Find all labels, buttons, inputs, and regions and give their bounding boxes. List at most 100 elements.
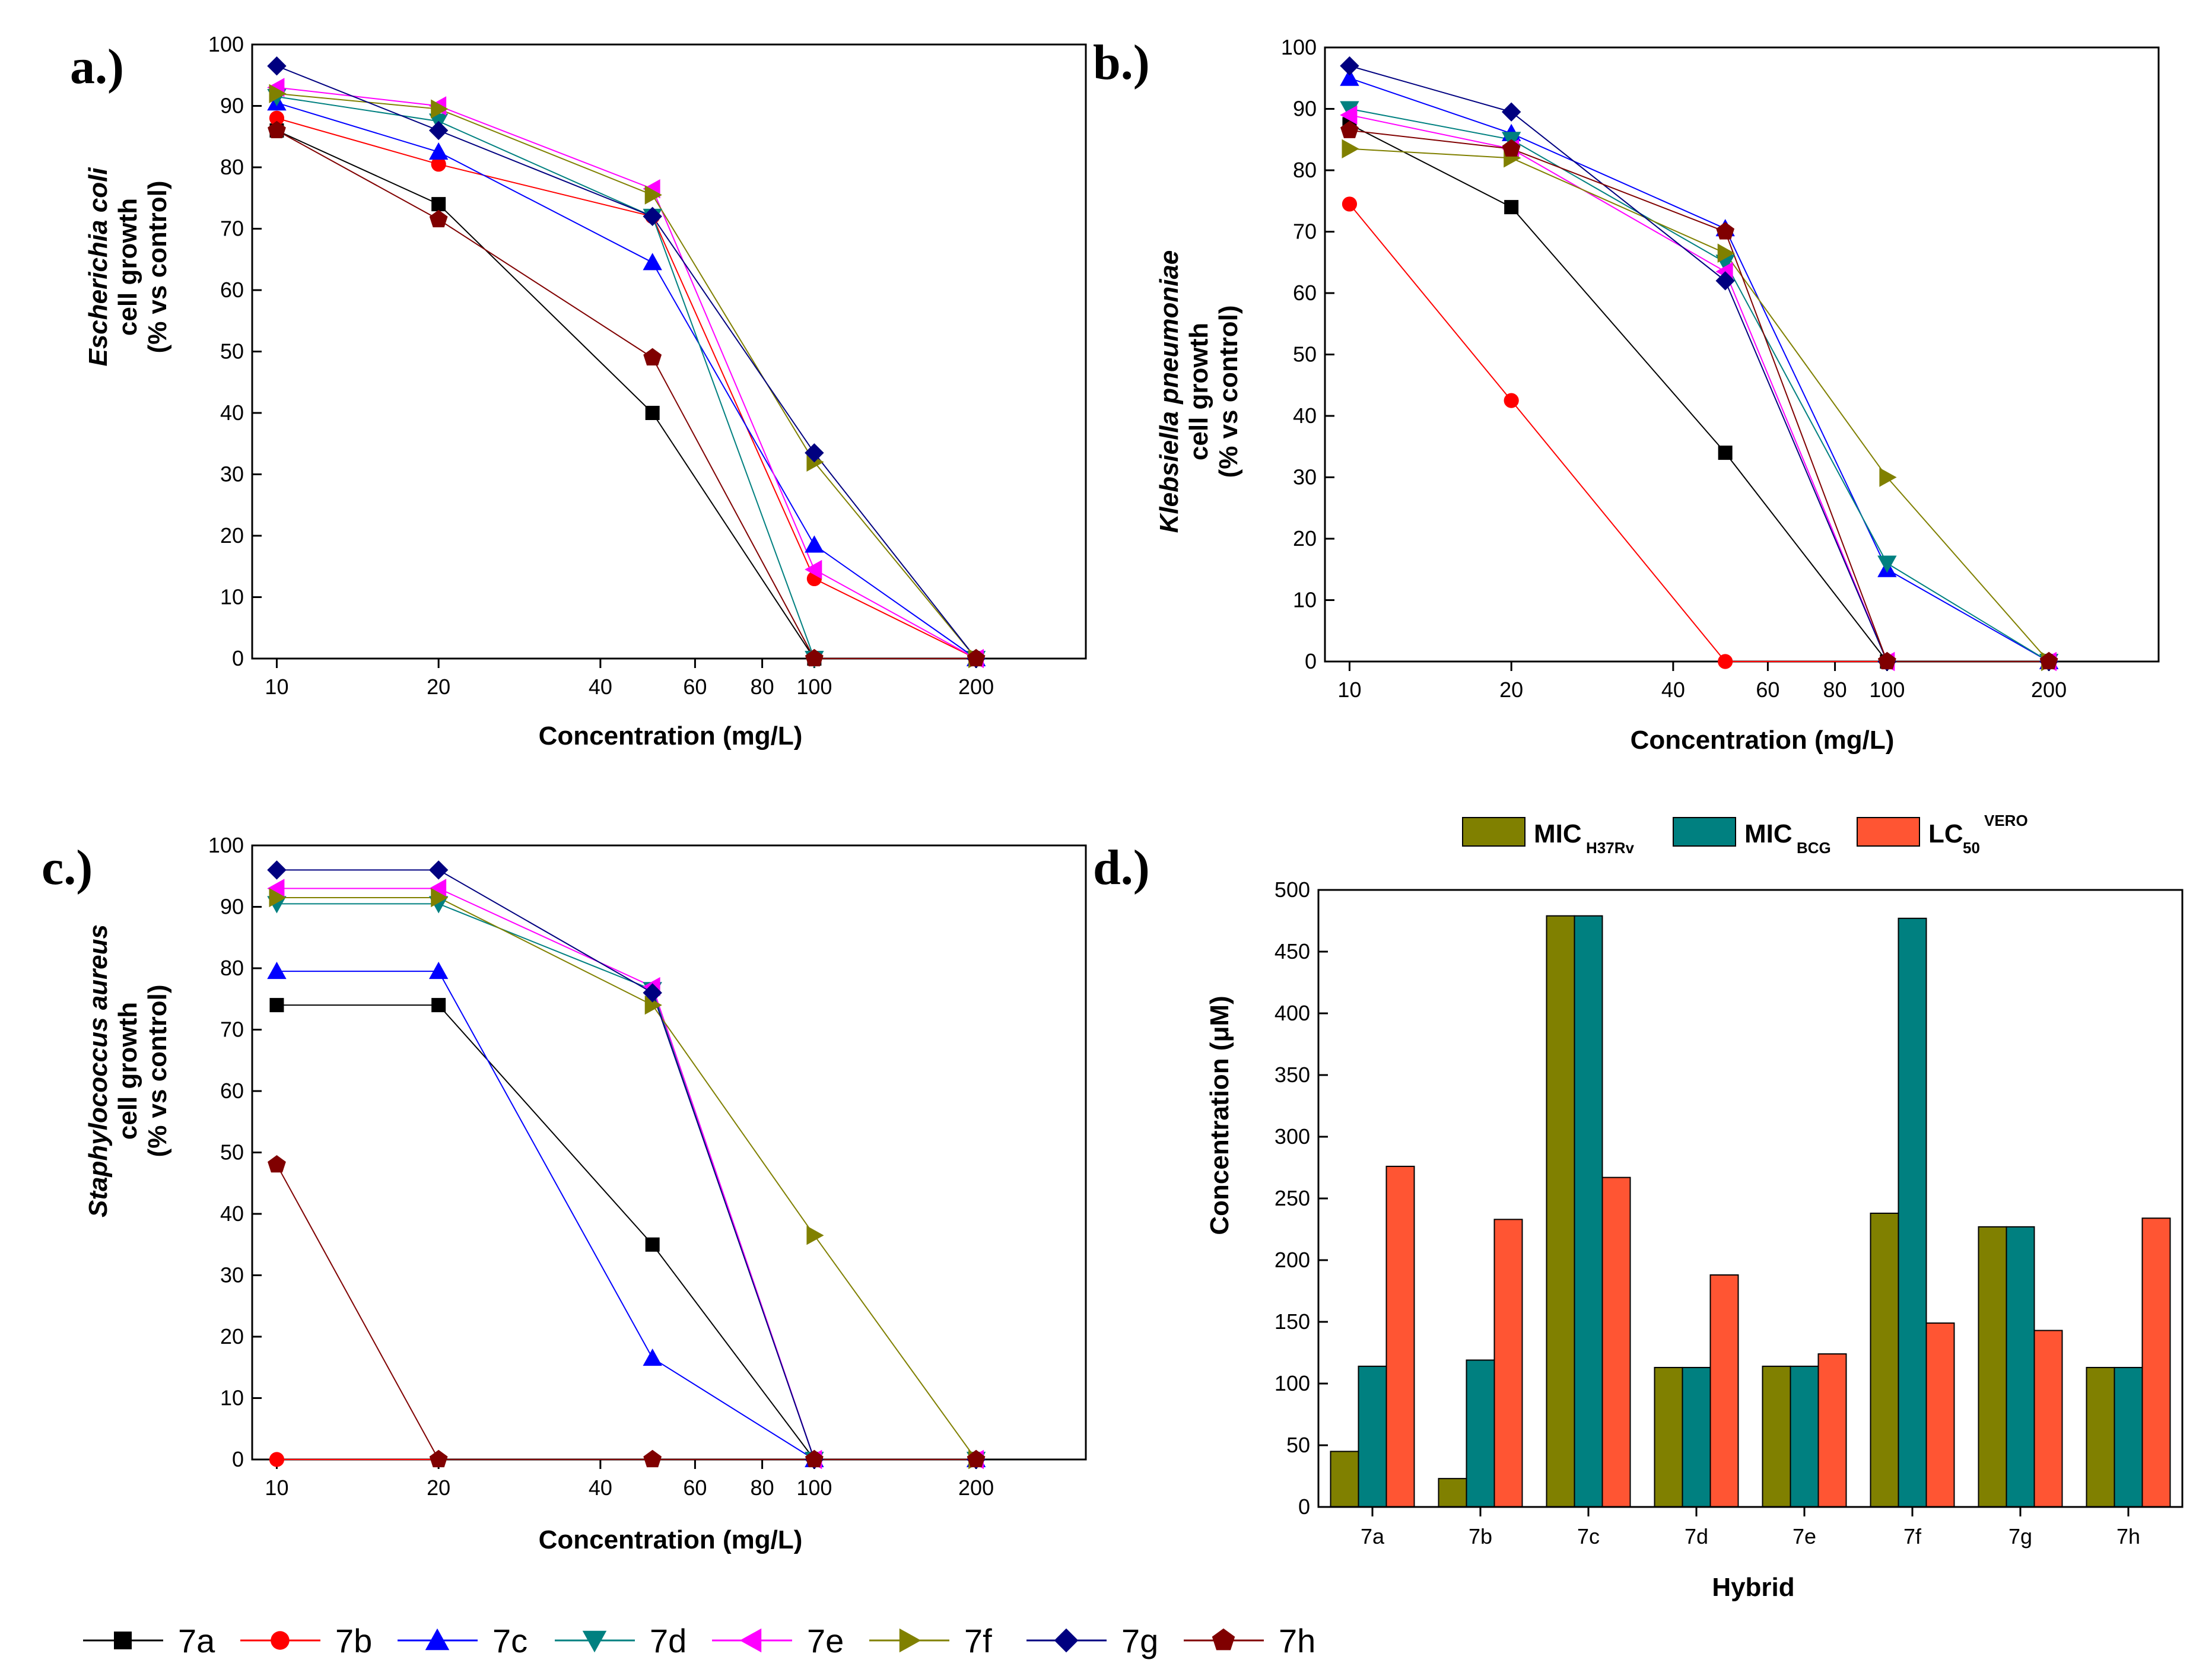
plot-area: 0 10 20 30 40 50 60 70 80 90 100 10 20 40 60 80 100 200: [208, 32, 1087, 699]
y-tick-label: 100: [1275, 1371, 1310, 1395]
point-7f-10: [269, 888, 287, 908]
plot-area: 0 10 20 30 40 50 60 70 80 90 100 10 20 40 60 80 100 200: [208, 833, 1087, 1500]
point-7a-50: [1718, 446, 1733, 460]
point-7h-10: [1340, 120, 1359, 138]
bar-7d-LC50-VERO: [1709, 1274, 1739, 1508]
x-tick-label: 100: [1869, 678, 1905, 702]
y-tick-label: 100: [208, 833, 244, 857]
bar-legend-label: LC: [1928, 819, 1963, 848]
point-7h-50: [1716, 222, 1735, 240]
legend-label-7f: 7f: [964, 1622, 992, 1659]
bar-7e-LC50-VERO: [1817, 1353, 1847, 1508]
x-tick-label: 80: [751, 675, 774, 699]
x-tick-label: 10: [265, 675, 288, 699]
y-tick-label: 20: [220, 523, 244, 548]
bar-7h-MIC-BCG: [2114, 1366, 2143, 1508]
point-7g-10: [267, 860, 287, 880]
point-7c-100: [805, 535, 824, 553]
x-tick-label: 80: [751, 1476, 774, 1500]
x-axis-title: Concentration (mg/L): [539, 721, 803, 751]
point-7d-100: [1877, 555, 1897, 573]
bar-legend-subscript: H37Rv: [1586, 839, 1634, 857]
point-7e-100: [805, 559, 822, 580]
x-tick-label: 10: [1337, 678, 1361, 702]
x-tick-label: 80: [1823, 678, 1847, 702]
y-axis-line3: (% vs control): [143, 181, 172, 354]
legend-marker-7a: [114, 1632, 132, 1649]
y-tick-label: 40: [1293, 403, 1317, 428]
x-tick-label: 40: [589, 675, 612, 699]
y-tick-label: 30: [1293, 465, 1317, 489]
point-7h-200: [967, 648, 986, 667]
panel-b-klebsiella-pneumoniae: b.) Klebsiella pneumoniae cell growth (%…: [1093, 35, 2160, 755]
bar-legend-subscript: BCG: [1797, 839, 1831, 857]
bar-7h-LC50-VERO: [2141, 1217, 2171, 1508]
panel-label: b.): [1093, 35, 1150, 90]
bar-7c-MIC-H37Rv: [1546, 915, 1575, 1508]
x-tick-label: 7g: [2008, 1524, 2032, 1548]
bar-7h-MIC-H37Rv: [2086, 1366, 2115, 1508]
y-tick-label: 90: [220, 94, 244, 118]
point-7c-20: [428, 961, 449, 980]
y-tick-label: 50: [1286, 1433, 1310, 1457]
legend-marker-7d: [582, 1630, 607, 1653]
point-7g-100: [805, 443, 824, 463]
x-tick-label: 40: [1661, 678, 1685, 702]
x-tick-label: 200: [2031, 678, 2067, 702]
y-tick-label: 200: [1275, 1248, 1310, 1272]
y-tick-label: 60: [220, 1079, 244, 1103]
point-7h-10: [268, 1155, 286, 1173]
panel-a-escherichia-coli: a.) Escherichia coli cell growth (% vs c…: [70, 32, 1087, 751]
point-7g-10: [267, 56, 287, 76]
y-tick-label: 80: [1293, 158, 1317, 182]
bar-7f-MIC-H37Rv: [1870, 1212, 1899, 1508]
y-tick-label: 500: [1275, 877, 1310, 902]
point-7f-50: [644, 995, 662, 1015]
point-7b-10: [1342, 196, 1358, 212]
point-7h-10: [268, 120, 286, 139]
y-tick-label: 450: [1275, 939, 1310, 963]
y-tick-label: 0: [1298, 1494, 1310, 1519]
point-7b-20: [1504, 393, 1519, 408]
x-tick-label: 7c: [1577, 1524, 1600, 1548]
point-7b-50: [1718, 654, 1733, 669]
y-axis-line3: (% vs control): [143, 985, 172, 1158]
y-tick-label: 10: [1293, 588, 1317, 612]
point-7g-20: [1501, 102, 1521, 122]
point-7g-10: [1340, 56, 1359, 76]
y-axis-title: Staphylococcus aureus cell growth (% vs …: [84, 924, 172, 1217]
bar-legend-superscript: VERO: [1984, 812, 2028, 829]
y-tick-label: 10: [220, 585, 244, 609]
x-tick-label: 20: [427, 675, 450, 699]
bar-7g-MIC-H37Rv: [1978, 1226, 2007, 1508]
bar-7a-LC50-VERO: [1385, 1165, 1415, 1508]
x-tick-label: 60: [683, 675, 707, 699]
point-7e-10: [267, 879, 285, 898]
point-7c-20: [428, 142, 449, 160]
bar-7c-LC50-VERO: [1601, 1176, 1631, 1508]
y-tick-label: 150: [1275, 1309, 1310, 1334]
point-7e-10: [1340, 105, 1358, 125]
y-tick-label: 30: [220, 1263, 244, 1287]
panel-label: d.): [1093, 840, 1150, 895]
panel-d-bar-chart: d.) Concentration (μM) Hybrid 0 50 100 150 2…: [1093, 812, 2184, 1602]
plot-area: 0 10 20 30 40 50 60 70 80 90 100 10 20 40 60 80 100 200: [1281, 35, 2160, 702]
y-axis-species: Klebsiella pneumoniae: [1155, 250, 1184, 533]
y-tick-label: 80: [220, 155, 244, 179]
y-tick-label: 80: [220, 956, 244, 980]
x-tick-label: 7f: [1903, 1524, 1922, 1548]
y-tick-label: 300: [1275, 1124, 1310, 1149]
legend-marker-7g: [1054, 1628, 1079, 1653]
x-tick-label: 60: [1756, 678, 1779, 702]
x-tick-label: 60: [683, 1476, 707, 1500]
line-series-legend: 7a 7b 7c 7d 7e 7f 7g 7h: [83, 1622, 1315, 1659]
y-axis-line3: (% vs control): [1214, 306, 1243, 478]
bar-legend-swatch: [1673, 817, 1736, 847]
y-tick-label: 70: [220, 1017, 244, 1042]
bar-7d-MIC-BCG: [1682, 1366, 1711, 1508]
x-tick-label: 200: [958, 1476, 994, 1500]
point-7b-10: [269, 1452, 285, 1467]
point-7f-100: [806, 1226, 824, 1245]
y-tick-label: 20: [1293, 526, 1317, 551]
